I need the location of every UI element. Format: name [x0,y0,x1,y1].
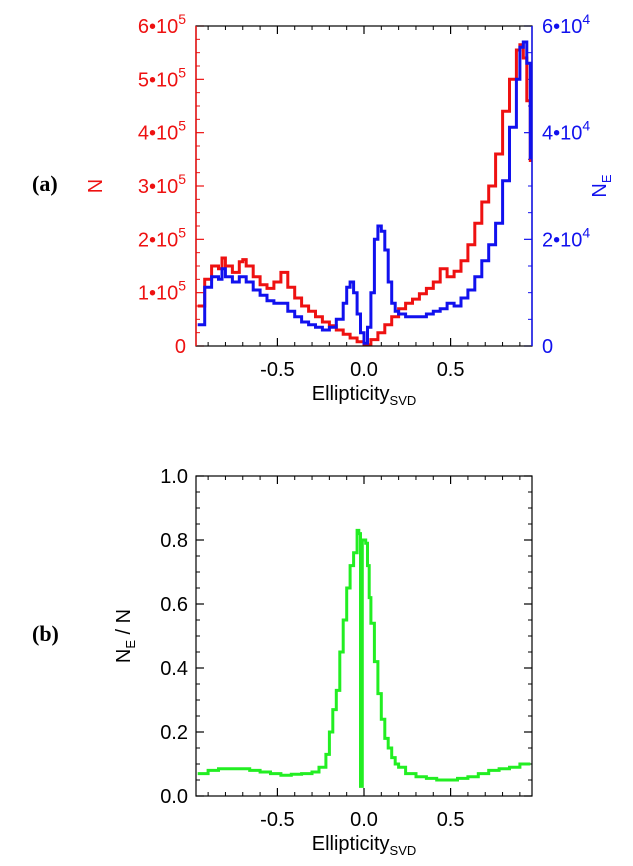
chart-b-x-axis-ticks: -0.5 0.0 0.5 [207,476,521,831]
chart-a-left-tick-label: 1•105 [138,278,186,305]
chart-a-left-tick-label: 4•105 [138,118,186,145]
chart-b-x-axis-title: EllipticitySVD [312,833,417,858]
chart-b-y-tick-label: 0.4 [160,658,188,680]
chart-a-series [197,40,532,347]
chart-a: 0 1•105 2•105 3•105 4•105 5•105 6•105 0 2•104 4•… [85,11,614,408]
panel-label-b: (b) [32,621,59,646]
chart-a-right-tick-label: 6•104 [542,11,590,38]
chart-b-plot-frame [195,475,533,797]
chart-b-series-line-ratio [197,528,531,788]
chart-a-left-axis-ticks: 0 1•105 2•105 3•105 4•105 5•105 6•105 [138,11,204,358]
chart-a-left-tick-label: 3•105 [138,171,186,198]
chart-b-y-tick-label: 0.0 [160,786,188,808]
chart-a-series-line-ne [197,40,532,345]
chart-a-left-tick-label: 2•105 [138,224,186,251]
chart-a-right-axis-ticks: 0 2•104 4•104 6•104 [524,11,590,358]
chart-a-right-tick-label: 4•104 [542,118,590,145]
chart-b-x-tick-label: 0.5 [437,809,465,831]
chart-b-y-tick-label: 0.8 [160,530,188,552]
chart-a-left-tick-label: 0 [175,336,186,358]
chart-b-x-tick-label: 0.0 [350,809,378,831]
chart-a-x-tick-label: 0.0 [350,359,378,381]
chart-a-right-axis-title: NE [589,174,614,197]
chart-a-plot-frame [195,25,533,347]
chart-b-x-tick-label: -0.5 [260,809,294,831]
chart-b-y-tick-label: 1.0 [160,466,188,488]
chart-b: 0.0 0.2 0.4 0.6 0.8 1.0 -0.5 0.0 0.5 Ellipticit… [113,466,533,858]
chart-a-right-tick-label: 0 [542,336,553,358]
chart-a-x-tick-label: -0.5 [260,359,294,381]
chart-a-left-tick-label: 5•105 [138,64,186,91]
panel-label-a: (a) [32,171,58,196]
chart-a-series-line-n [197,43,532,347]
chart-b-y-tick-label: 0.6 [160,594,188,616]
chart-b-y-axis-title: NE / N [113,609,138,663]
chart-b-y-tick-label: 0.2 [160,722,188,744]
chart-a-x-tick-label: 0.5 [437,359,465,381]
chart-a-left-tick-label: 6•105 [138,11,186,38]
chart-a-x-axis-ticks: -0.5 0.0 0.5 [207,26,521,381]
chart-a-x-axis-title: EllipticitySVD [312,383,417,408]
chart-a-right-tick-label: 2•104 [542,224,590,251]
chart-b-y-axis-ticks: 0.0 0.2 0.4 0.6 0.8 1.0 [160,466,532,808]
chart-a-left-axis-title: N [85,179,107,193]
chart-b-series [197,528,531,788]
